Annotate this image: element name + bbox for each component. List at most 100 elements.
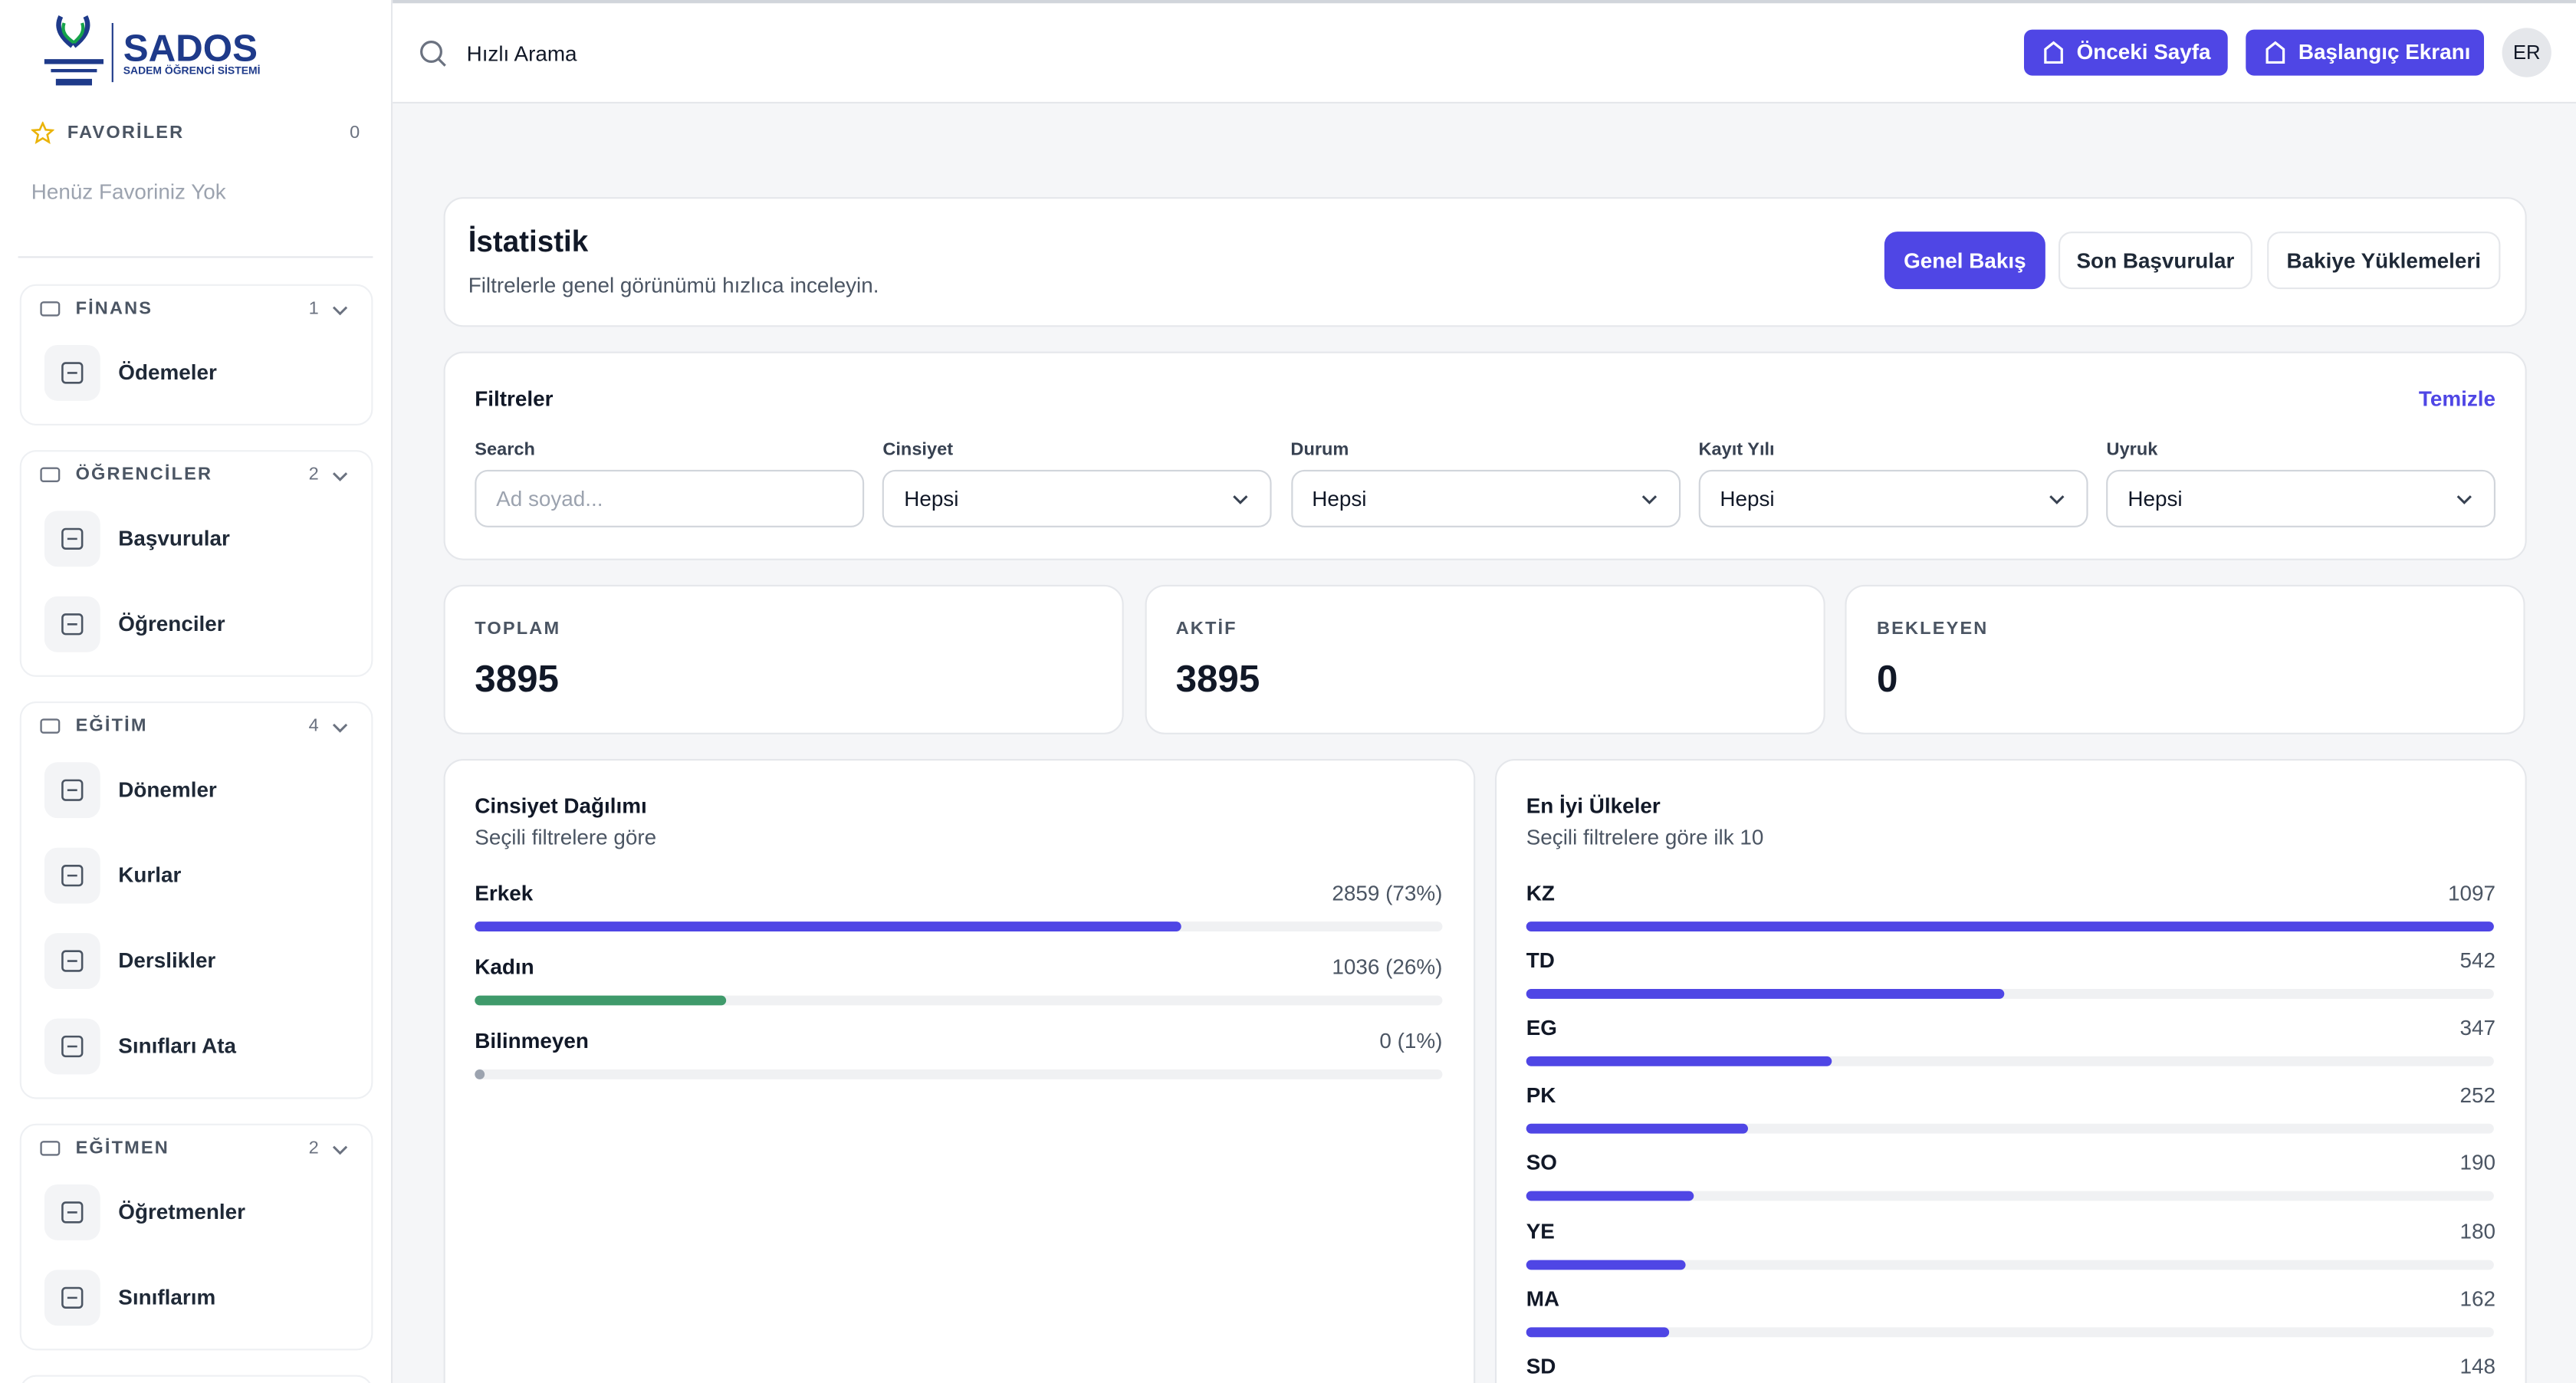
tab[interactable]: Genel Bakış (1884, 232, 2045, 290)
country-value: 180 (2459, 1217, 2496, 1243)
stat-value: 3895 (1175, 657, 1260, 700)
stat-value: 0 (1876, 657, 1898, 700)
sidebar-item[interactable]: Öğretmenler (118, 1199, 245, 1224)
country-value: 347 (2459, 1015, 2496, 1040)
gender-name: Bilinmeyen (475, 1028, 589, 1053)
chevron (1641, 495, 1657, 504)
sidebar-item[interactable]: Sınıflarım (118, 1284, 216, 1309)
country-value: 190 (2459, 1150, 2496, 1175)
group-icon (40, 1141, 61, 1156)
bar-track (475, 1069, 1443, 1079)
country-name: EG (1526, 1015, 1557, 1040)
country-bar (1526, 1056, 1832, 1067)
country-name: TD (1526, 948, 1555, 973)
country-bar (1526, 1326, 1670, 1337)
header-button[interactable]: Önceki Sayfa (2024, 29, 2228, 76)
group-icon (40, 301, 61, 317)
filters-clear[interactable]: Temizle (2418, 386, 2496, 411)
gender-name: Erkek (475, 880, 534, 905)
filter-label: Cinsiyet (882, 440, 954, 460)
filter-label: Durum (1290, 440, 1349, 460)
country-name: MA (1526, 1285, 1560, 1311)
bar-track (1526, 1326, 2494, 1337)
gender-value: 0 (1%) (1379, 1028, 1443, 1053)
sidebar-item[interactable]: Ödemeler (118, 360, 217, 385)
country-bar (1526, 921, 2494, 931)
stat-value: 3895 (475, 657, 559, 700)
group-title[interactable]: ÖĞRENCİLER (75, 465, 213, 485)
sidebar-item[interactable]: Başvurular (118, 525, 230, 550)
countries-title: En İyi Ülkeler (1526, 793, 1661, 819)
gender-name: Kadın (475, 954, 534, 980)
country-name: PK (1526, 1082, 1556, 1108)
sidebar-item[interactable]: Öğrenciler (118, 611, 225, 636)
group-icon (40, 718, 61, 734)
group-title[interactable]: EĞİTİM (75, 716, 148, 736)
button-icon (2044, 41, 2063, 64)
country-name: SD (1526, 1353, 1556, 1378)
logo-divider (111, 23, 113, 83)
item-icon (61, 864, 84, 887)
tab[interactable]: Son Başvurular (2058, 232, 2252, 290)
country-value: 148 (2459, 1353, 2496, 1378)
logo (44, 15, 104, 86)
country-bar (1526, 1191, 1694, 1202)
search-input[interactable]: Hızlı Arama (466, 41, 577, 66)
chevron (332, 1145, 348, 1155)
filter-input[interactable]: Hepsi (2106, 469, 2496, 527)
countries-card (1494, 758, 2527, 1383)
header-button[interactable]: Başlangıç Ekranı (2246, 29, 2484, 76)
gender-subtitle: Seçili filtrelere göre (475, 824, 657, 849)
chevron (332, 723, 348, 733)
group-title[interactable]: FİNANS (75, 299, 153, 319)
item-icon (61, 950, 84, 972)
sidebar-item[interactable]: Dönemler (118, 777, 217, 802)
group-count: 4 (308, 716, 319, 736)
country-name: SO (1526, 1150, 1557, 1175)
filter-input[interactable]: Hepsi (1698, 469, 2088, 527)
stat-card (1845, 584, 2526, 734)
country-bar (1526, 1124, 1749, 1135)
country-value: 252 (2459, 1082, 2496, 1108)
item-icon (61, 362, 84, 384)
chevron (2049, 495, 2065, 504)
country-bar (1526, 989, 2005, 1000)
gender-bar (475, 921, 1181, 931)
tab[interactable]: Bakiye Yüklemeleri (2267, 232, 2501, 290)
country-name: KZ (1526, 880, 1555, 905)
page-subtitle: Filtrelerle genel görünümü hızlıca incel… (468, 272, 879, 297)
sidebar-item[interactable]: Derslikler (118, 948, 216, 973)
stat-card (1144, 584, 1825, 734)
favorites-count: 0 (350, 123, 360, 143)
sidebar-divider (18, 256, 373, 258)
sidebar-item[interactable]: Sınıfları Ata (118, 1033, 237, 1058)
countries-subtitle: Seçili filtrelere göre ilk 10 (1526, 824, 1764, 849)
chevron (332, 306, 348, 316)
group-title[interactable]: EĞİTMEN (75, 1138, 169, 1158)
sidebar-item[interactable]: Kurlar (118, 862, 182, 888)
filter-input[interactable]: Hepsi (882, 469, 1273, 527)
filter-input[interactable]: Hepsi (1290, 469, 1681, 527)
filter-label: Kayıt Yılı (1698, 440, 1775, 460)
country-value: 162 (2459, 1285, 2496, 1311)
filter-label: Uyruk (2106, 440, 2158, 460)
stat-label: AKTİF (1175, 619, 1237, 639)
favorites-empty: Henüz Favoriniz Yok (31, 179, 226, 204)
country-bar (1526, 1259, 1685, 1270)
filters-card (443, 351, 2527, 560)
group-count: 2 (308, 465, 319, 485)
item-icon (61, 527, 84, 550)
brand-subtitle: SADEM ÖĞRENCİ SİSTEMİ (123, 65, 261, 77)
gender-value: 1036 (26%) (1332, 954, 1443, 980)
country-value: 542 (2459, 948, 2496, 973)
page-title: İstatistik (468, 225, 589, 258)
bar-track (1526, 1259, 2494, 1270)
country-value: 1097 (2448, 880, 2496, 905)
chevron (2457, 495, 2472, 504)
filter-input[interactable]: Ad soyad... (475, 469, 865, 527)
avatar[interactable]: ER (2502, 28, 2551, 77)
filters-title: Filtreler (475, 386, 554, 411)
gender-bar (475, 1069, 485, 1079)
gender-bar (475, 995, 727, 1006)
